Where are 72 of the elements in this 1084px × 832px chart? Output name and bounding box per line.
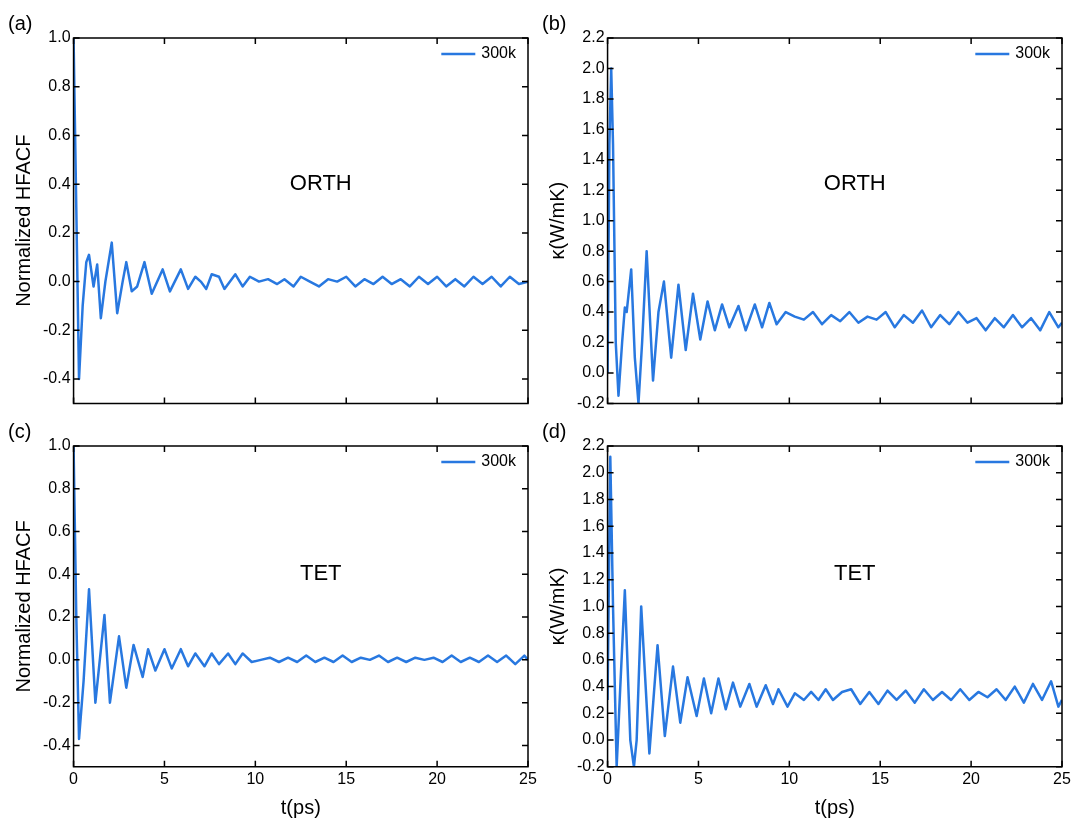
x-tick-label: 0: [603, 769, 613, 787]
y-tick-label: -0.2: [576, 757, 605, 775]
y-tick-label: 0.8: [582, 241, 605, 259]
chart-title: (b): [542, 11, 567, 34]
chart-title: (c): [8, 419, 32, 442]
y-axis-title: κ(W/mK): [545, 567, 568, 646]
y-tick-label: 1.0: [48, 436, 71, 454]
y-tick-label: -0.4: [42, 735, 71, 753]
y-tick-label: 0.0: [48, 272, 71, 290]
y-tick-label: 2.2: [582, 28, 605, 46]
y-tick-label: -0.2: [42, 693, 71, 711]
y-tick-label: -0.4: [42, 369, 71, 387]
y-tick-label: 0.0: [582, 363, 605, 381]
y-tick-label: 1.2: [582, 180, 605, 198]
y-tick-label: 0.8: [48, 77, 71, 95]
y-tick-label: 0.8: [582, 623, 605, 641]
x-tick-label: 25: [519, 769, 537, 787]
y-tick-label: 0.2: [48, 223, 71, 241]
chart-title: (a): [8, 11, 33, 34]
annotation: TET: [834, 560, 876, 586]
y-tick-label: 0.4: [48, 174, 71, 192]
y-tick-label: 2.2: [582, 436, 605, 454]
x-tick-label: 10: [780, 769, 799, 787]
legend-label: 300k: [1015, 452, 1051, 470]
y-axis-title: Normalized HFACF: [11, 134, 34, 307]
y-tick-label: 0.6: [48, 125, 71, 143]
chart-title: (d): [542, 419, 567, 442]
y-tick-label: -0.2: [42, 320, 71, 338]
y-tick-label: 1.0: [582, 211, 605, 229]
y-tick-label: 0.2: [582, 332, 605, 350]
y-tick-label: 1.6: [582, 119, 605, 137]
legend-label: 300k: [481, 44, 517, 62]
x-tick-label: 0: [69, 769, 79, 787]
y-tick-label: 2.0: [582, 463, 605, 481]
x-tick-label: 20: [428, 769, 447, 787]
y-tick-label: 0.2: [582, 703, 605, 721]
y-tick-label: 0.0: [48, 650, 71, 668]
y-tick-label: 1.4: [582, 150, 605, 168]
y-tick-label: 1.4: [582, 543, 605, 561]
y-axis-title: Normalized HFACF: [11, 520, 34, 693]
x-axis-title: t(ps): [280, 795, 321, 818]
y-tick-label: -0.2: [576, 393, 605, 411]
annotation: ORTH: [823, 170, 886, 196]
x-axis-title: t(ps): [814, 795, 855, 818]
y-tick-label: 1.0: [48, 28, 71, 46]
y-tick-label: 0.6: [48, 521, 71, 539]
y-tick-label: 1.8: [582, 89, 605, 107]
x-tick-label: 15: [337, 769, 356, 787]
y-tick-label: 0.4: [582, 302, 605, 320]
y-tick-label: 1.0: [582, 596, 605, 614]
y-tick-label: 1.6: [582, 516, 605, 534]
y-tick-label: 0.8: [48, 479, 71, 497]
y-tick-label: 0.4: [48, 564, 71, 582]
x-tick-label: 25: [1053, 769, 1071, 787]
x-tick-label: 5: [160, 769, 169, 787]
annotation: TET: [300, 560, 342, 586]
y-tick-label: 2.0: [582, 58, 605, 76]
annotation: ORTH: [289, 170, 352, 196]
legend-label: 300k: [1015, 44, 1051, 62]
x-tick-label: 20: [962, 769, 981, 787]
x-tick-label: 10: [246, 769, 265, 787]
y-tick-label: 0.6: [582, 650, 605, 668]
y-tick-label: 1.8: [582, 489, 605, 507]
x-tick-label: 15: [871, 769, 890, 787]
y-tick-label: 0.4: [582, 677, 605, 695]
y-tick-label: 1.2: [582, 570, 605, 588]
y-tick-label: 0.0: [582, 730, 605, 748]
y-tick-label: 0.2: [48, 607, 71, 625]
y-axis-title: κ(W/mK): [545, 181, 568, 260]
x-tick-label: 5: [694, 769, 703, 787]
legend-label: 300k: [481, 452, 517, 470]
y-tick-label: 0.6: [582, 272, 605, 290]
